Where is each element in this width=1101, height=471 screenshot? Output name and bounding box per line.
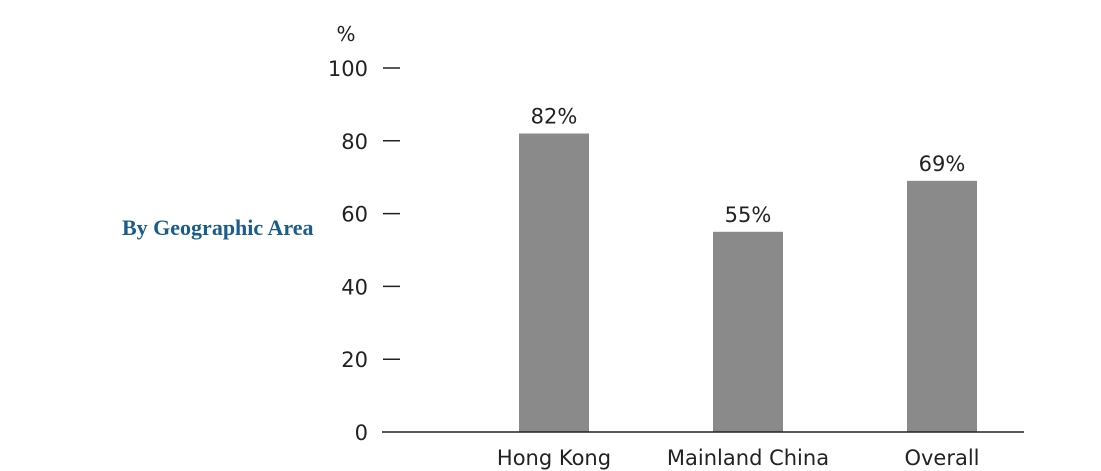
y-tick-label: 0 [355, 421, 368, 445]
bar-hong-kong [519, 133, 589, 432]
bar-value-label: 55% [725, 203, 772, 227]
y-tick-label: 60 [341, 203, 368, 227]
bar-value-label: 69% [919, 152, 966, 176]
x-category-label: Hong Kong [497, 446, 611, 470]
y-axis-unit-label: % [336, 22, 355, 46]
bar-mainland-china [713, 231, 783, 432]
bar-overall [907, 180, 977, 432]
y-tick-label: 100 [328, 57, 368, 81]
bars-group: 82% 55% 69% [519, 105, 977, 432]
x-category-label: Mainland China [667, 446, 829, 470]
y-tick-label: 80 [341, 130, 368, 154]
bar-value-label: 82% [531, 105, 578, 129]
y-axis: 0 20 40 60 80 100 [328, 57, 400, 445]
x-axis-labels: Hong Kong Mainland China Overall [497, 446, 980, 470]
y-tick-label: 40 [341, 275, 368, 299]
y-tick-label: 20 [341, 348, 368, 372]
x-category-label: Overall [904, 446, 979, 470]
section-title: By Geographic Area [122, 215, 314, 240]
